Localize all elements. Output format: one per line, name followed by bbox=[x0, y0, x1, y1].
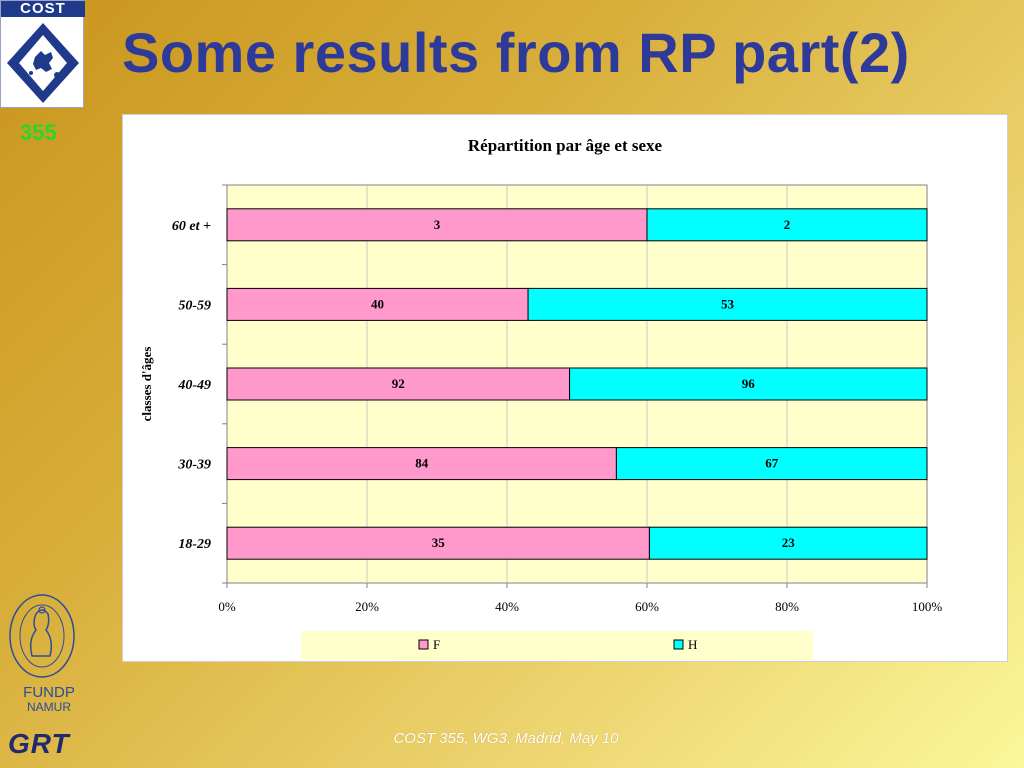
bar-value-label: 35 bbox=[432, 535, 446, 550]
chart-title: Répartition par âge et sexe bbox=[468, 136, 663, 155]
x-tick-label: 0% bbox=[218, 599, 236, 614]
bar-H bbox=[527, 287, 928, 321]
category-label: 30-39 bbox=[177, 458, 211, 473]
cost-logo-emblem bbox=[7, 23, 79, 103]
category-label: 18-29 bbox=[178, 537, 211, 552]
footer-text: COST 355, WG3, Madrid, May 10 bbox=[393, 730, 619, 747]
x-tick-label: 20% bbox=[355, 599, 379, 614]
bars bbox=[226, 208, 928, 560]
action-number: 355 bbox=[20, 120, 57, 145]
bar-H bbox=[569, 367, 928, 401]
category-labels: 60 et + 50-59 40-49 30-39 18-29 bbox=[172, 219, 211, 552]
legend-label-H: H bbox=[688, 637, 697, 652]
bar-F bbox=[226, 367, 571, 401]
category-label: 60 et + bbox=[172, 219, 211, 234]
bar-F bbox=[226, 287, 529, 321]
bar-value-label: 67 bbox=[765, 456, 779, 471]
cost-logo-text: COST bbox=[1, 1, 85, 17]
bar-value-label: 96 bbox=[742, 376, 756, 391]
bar-F bbox=[226, 526, 650, 560]
fundp-seal bbox=[9, 594, 75, 678]
bar-value-label: 3 bbox=[434, 217, 441, 232]
legend-label-F: F bbox=[433, 637, 440, 652]
bar-labels: 3 2 40 53 92 96 84 67 35 23 bbox=[371, 217, 795, 550]
category-label: 40-49 bbox=[177, 378, 211, 393]
bar-H bbox=[648, 526, 928, 560]
x-tick-label: 100% bbox=[912, 599, 943, 614]
x-tick-label: 80% bbox=[775, 599, 799, 614]
bar-H bbox=[615, 447, 928, 481]
category-label: 50-59 bbox=[178, 298, 211, 313]
bar-value-label: 92 bbox=[392, 376, 405, 391]
bar-H bbox=[646, 208, 928, 242]
bar-value-label: 53 bbox=[721, 296, 735, 311]
bar-F bbox=[226, 447, 617, 481]
bar-value-label: 84 bbox=[415, 456, 429, 471]
bar-value-label: 40 bbox=[371, 296, 384, 311]
bar-chart: Répartition par âge et sexe 3 2 40 53 92 96 84… bbox=[139, 136, 942, 660]
fundp-logo: FUNDP NAMUR bbox=[6, 592, 92, 718]
bar-value-label: 23 bbox=[782, 535, 796, 550]
legend-swatch-F bbox=[418, 639, 429, 650]
slide-title: Some results from RP part(2) bbox=[122, 21, 910, 84]
grt-logo: GRT bbox=[8, 728, 70, 759]
y-axis-label: classes d'âges bbox=[139, 347, 154, 422]
cost-logo: COST bbox=[0, 0, 85, 108]
legend-box bbox=[301, 631, 813, 660]
legend-swatch-H bbox=[673, 639, 684, 650]
fundp-name: FUNDP bbox=[23, 684, 75, 701]
x-tick-label: 60% bbox=[635, 599, 659, 614]
x-tick-labels: 0% 20% 40% 60% 80% 100% bbox=[218, 599, 942, 614]
chart-panel: Répartition par âge et sexe 3 2 40 53 92 96 84… bbox=[122, 114, 1008, 662]
bar-F bbox=[226, 208, 648, 242]
bar-value-label: 2 bbox=[784, 217, 791, 232]
fundp-city: NAMUR bbox=[27, 700, 71, 714]
x-tick-label: 40% bbox=[495, 599, 519, 614]
